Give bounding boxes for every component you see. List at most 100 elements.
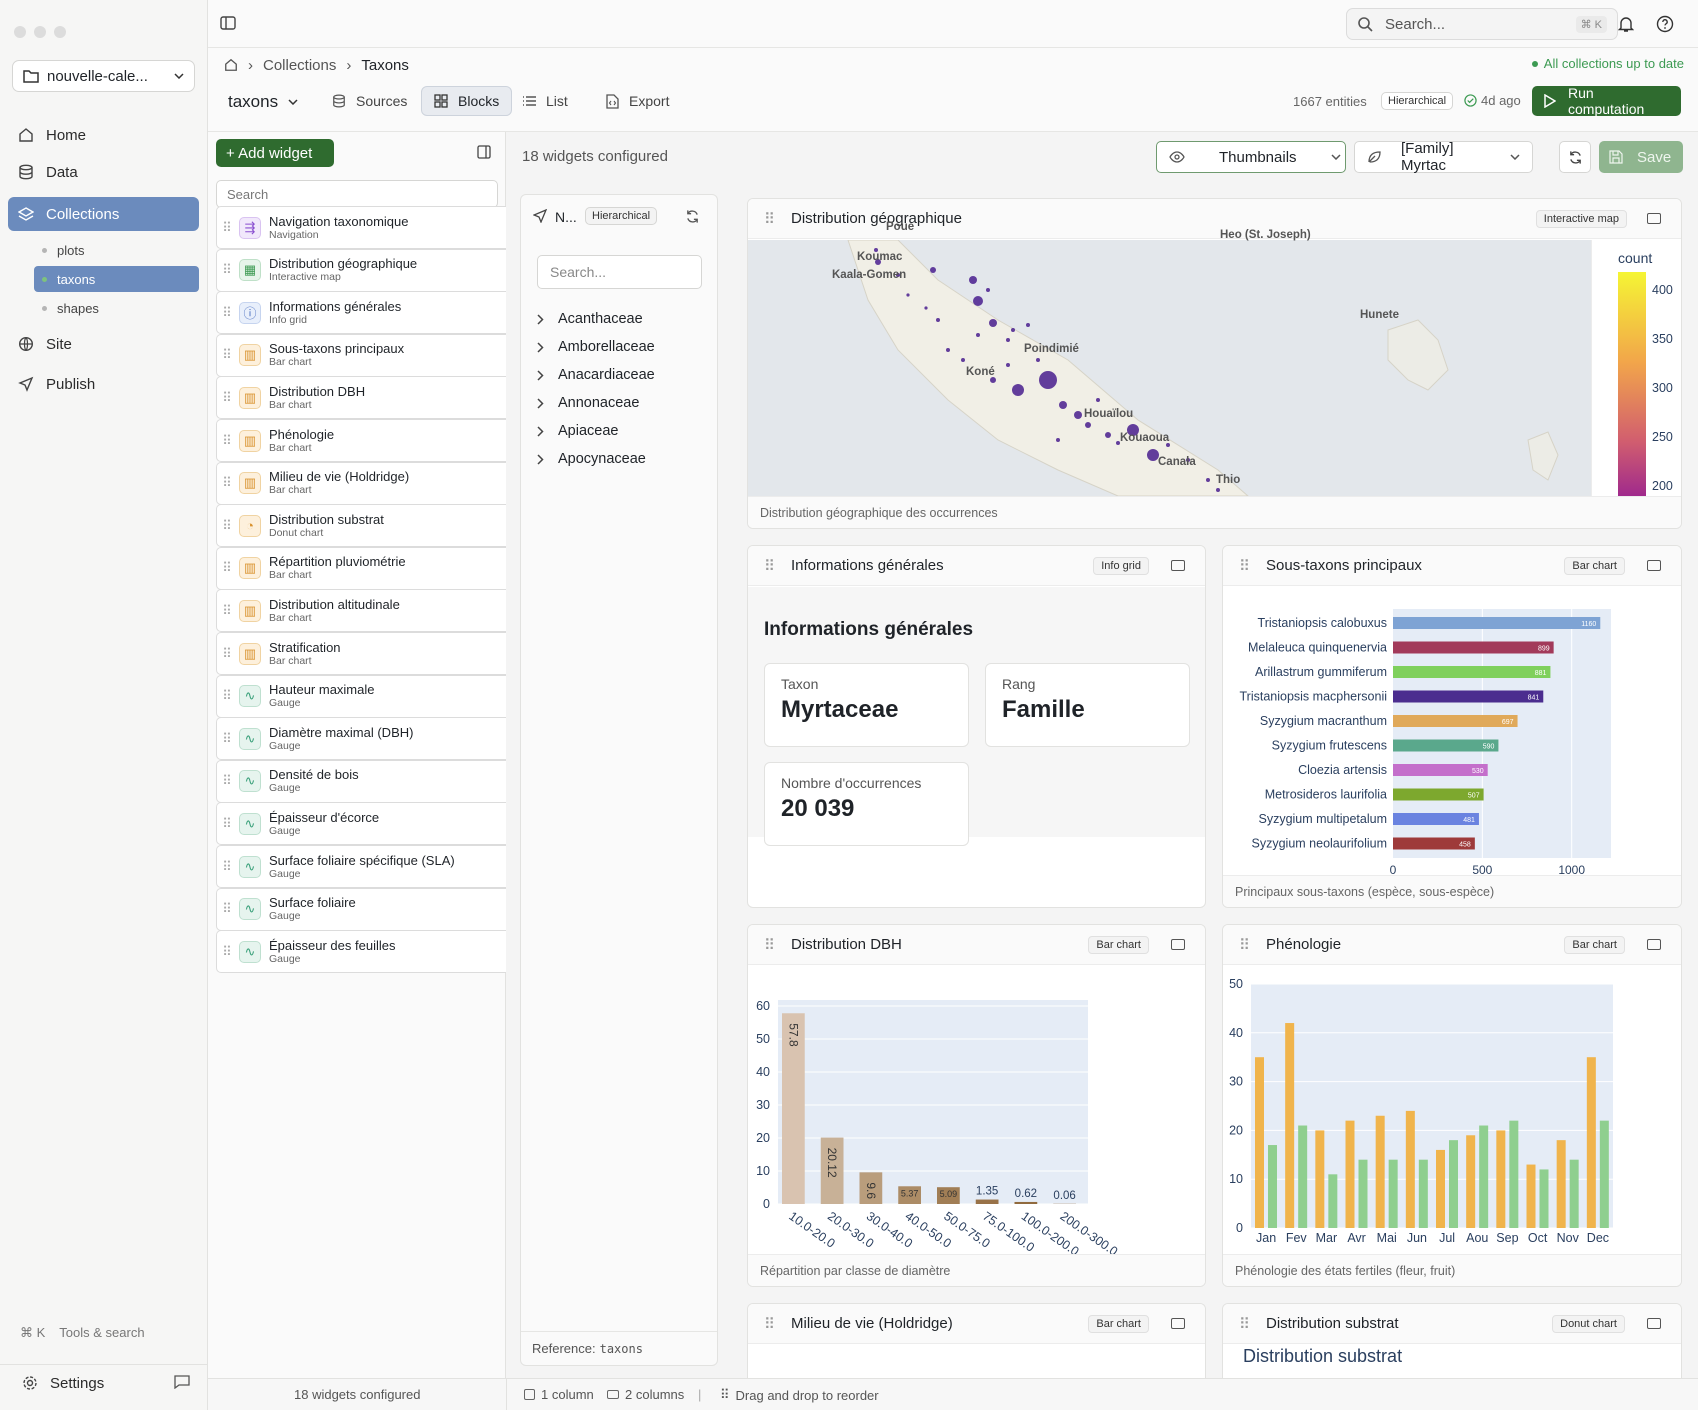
tree-search-input[interactable]: Search... (537, 255, 702, 289)
drag-handle-icon[interactable]: ⠿ (222, 730, 232, 746)
widget-list-item[interactable]: ⠿ ∿ Surface foliaire Gauge (216, 887, 506, 931)
map-widget-type-badge: Interactive map (1535, 209, 1627, 228)
two-columns-button[interactable]: 2 columns (607, 1387, 684, 1402)
global-search-input[interactable]: Search... ⌘ K (1346, 8, 1618, 40)
drag-handle-icon[interactable]: ⠿ (222, 602, 232, 618)
tab-sources[interactable]: Sources (320, 86, 419, 116)
widget-list-item[interactable]: ⠿ ▥ Milieu de vie (Holdridge) Bar chart (216, 461, 506, 505)
widget-search-input[interactable]: Search (216, 180, 498, 208)
tree-item[interactable]: Amborellaceae (537, 339, 655, 355)
drag-handle-icon[interactable]: ⠿ (222, 389, 232, 405)
widget-list-item[interactable]: ⠿ ∿ Densité de bois Gauge (216, 759, 506, 803)
nav-collections[interactable]: Collections (8, 197, 199, 231)
widget-list-item[interactable]: ⠿ ⓘ Informations générales Info grid (216, 291, 506, 335)
panel-toggle-icon[interactable] (477, 145, 491, 159)
home-icon[interactable] (224, 58, 238, 72)
tree-item[interactable]: Apocynaceae (537, 451, 646, 467)
widget-list-item[interactable]: ⠿ ▥ Sous-taxons principaux Bar chart (216, 333, 506, 377)
drag-handle-icon[interactable]: ⠿ (222, 304, 232, 320)
widget-width-toggle-icon[interactable] (1647, 1318, 1661, 1329)
drag-handle-icon[interactable]: ⠿ (222, 432, 232, 448)
tab-export[interactable]: Export (594, 86, 681, 116)
window-zoom-button[interactable] (54, 26, 66, 38)
widget-list-item[interactable]: ⠿ ⇶ Navigation taxonomique Navigation (216, 206, 506, 249)
breadcrumb-collections[interactable]: Collections (263, 56, 337, 74)
bell-icon[interactable] (1618, 15, 1634, 33)
widget-width-toggle-icon[interactable] (1171, 560, 1185, 571)
collection-dropdown[interactable]: taxons (228, 92, 298, 112)
drag-handle-icon[interactable]: ⠿ (1239, 1315, 1250, 1333)
help-icon[interactable] (1656, 15, 1674, 33)
widget-width-toggle-icon[interactable] (1647, 939, 1661, 950)
drag-handle-icon[interactable]: ⠿ (1239, 936, 1250, 954)
nav-site[interactable]: Site (8, 327, 199, 361)
widget-list-item[interactable]: ⠿ ∿ Surface foliaire spécifique (SLA) Gauge (216, 845, 506, 888)
map-canvas[interactable] (748, 240, 1591, 496)
drag-handle-icon[interactable]: ⠿ (222, 560, 232, 576)
widget-width-toggle-icon[interactable] (1171, 939, 1185, 950)
collection-item-taxons[interactable]: taxons (34, 266, 199, 292)
widget-width-toggle-icon[interactable] (1171, 1318, 1185, 1329)
drag-handle-icon[interactable]: ⠿ (222, 262, 232, 278)
tab-list[interactable]: List (510, 86, 580, 116)
widget-list-item[interactable]: ⠿ ∿ Hauteur maximale Gauge (216, 674, 506, 718)
drag-handle-icon[interactable]: ⠿ (764, 557, 775, 575)
run-computation-button[interactable]: Run computation (1532, 85, 1681, 117)
tree-item[interactable]: Annonaceae (537, 395, 639, 411)
nav-data[interactable]: Data (8, 155, 199, 189)
widget-list-item[interactable]: ⠿ ▦ Distribution géographique Interactive m… (216, 248, 506, 292)
feedback-icon[interactable] (174, 1375, 190, 1389)
drag-handle-icon[interactable]: ⠿ (222, 688, 232, 704)
window-minimize-button[interactable] (34, 26, 46, 38)
refresh-icon[interactable] (685, 209, 700, 224)
map-caption-text: Distribution géographique des occurrence… (760, 505, 998, 520)
nav-publish[interactable]: Publish (8, 367, 199, 401)
widget-list-item[interactable]: ⠿ ◔ Distribution substrat Donut chart (216, 504, 506, 548)
entity-select[interactable]: [Family] Myrtac (1354, 140, 1533, 174)
drag-handle-icon[interactable]: ⠿ (1239, 557, 1250, 575)
widget-list-item[interactable]: ⠿ ▥ Répartition pluviométrie Bar chart (216, 546, 506, 590)
tree-item[interactable]: Acanthaceae (537, 311, 643, 327)
sidebar-toggle-icon[interactable] (220, 16, 236, 30)
collection-item-shapes[interactable]: shapes (34, 295, 199, 321)
save-button[interactable]: Save (1599, 141, 1683, 173)
settings-button[interactable]: Settings (12, 1366, 203, 1400)
drag-handle-icon[interactable]: ⠿ (222, 517, 232, 533)
widget-list-item[interactable]: ⠿ ▥ Phénologie Bar chart (216, 419, 506, 462)
drag-handle-icon[interactable]: ⠿ (222, 347, 232, 363)
drag-handle-icon[interactable]: ⠿ (222, 475, 232, 491)
tools-search-link[interactable]: ⌘ K Tools & search (20, 1325, 145, 1341)
tree-item-label: Annonaceae (558, 395, 640, 411)
widget-list-item[interactable]: ⠿ ∿ Épaisseur d'écorce Gauge (216, 802, 506, 846)
drag-handle-icon[interactable]: ⠿ (222, 815, 232, 831)
drag-handle-icon[interactable]: ⠿ (222, 773, 232, 789)
tab-blocks[interactable]: Blocks (421, 86, 513, 116)
tree-item[interactable]: Anacardiaceae (537, 367, 655, 383)
add-widget-button[interactable]: + Add widget (216, 139, 334, 167)
widget-list-item[interactable]: ⠿ ▥ Stratification Bar chart (216, 632, 506, 675)
widget-list-item[interactable]: ⠿ ▥ Distribution altitudinale Bar chart (216, 589, 506, 633)
widget-list-item[interactable]: ⠿ ∿ Diamètre maximal (DBH) Gauge (216, 717, 506, 761)
drag-handle-icon[interactable]: ⠿ (222, 219, 232, 235)
widget-list-item[interactable]: ⠿ ∿ Épaisseur des feuilles Gauge (216, 930, 506, 974)
widget-width-toggle-icon[interactable] (1647, 213, 1661, 224)
widget-item-type: Gauge (269, 867, 301, 880)
tree-item[interactable]: Apiaceae (537, 423, 618, 439)
nav-home[interactable]: Home (8, 118, 199, 152)
drag-handle-icon[interactable]: ⠿ (764, 1315, 775, 1333)
drag-handle-icon[interactable]: ⠿ (764, 936, 775, 954)
one-column-button[interactable]: 1 column (524, 1387, 594, 1402)
widget-list-item[interactable]: ⠿ ▥ Distribution DBH Bar chart (216, 376, 506, 420)
drag-handle-icon[interactable]: ⠿ (222, 943, 232, 959)
refresh-preview-button[interactable] (1559, 141, 1591, 173)
project-selector[interactable]: nouvelle-cale... (12, 60, 195, 92)
drag-handle-icon[interactable]: ⠿ (222, 901, 232, 917)
view-mode-select[interactable]: Thumbnails (1156, 141, 1346, 173)
drag-handle-icon[interactable]: ⠿ (764, 210, 775, 228)
drag-handle-icon[interactable]: ⠿ (222, 645, 232, 661)
collection-item-plots[interactable]: plots (34, 237, 199, 263)
drag-handle-icon[interactable]: ⠿ (222, 858, 232, 874)
widget-width-toggle-icon[interactable] (1647, 560, 1661, 571)
category-label: Syzygium macranthum (1260, 714, 1387, 728)
window-close-button[interactable] (14, 26, 26, 38)
